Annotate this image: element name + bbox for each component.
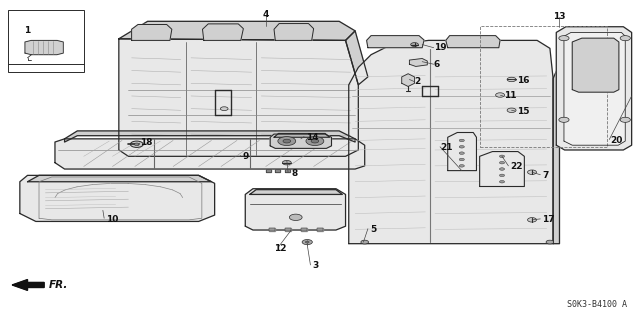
Polygon shape [446, 36, 500, 48]
Circle shape [283, 139, 291, 143]
Polygon shape [119, 21, 355, 41]
Circle shape [546, 240, 554, 244]
Text: 1: 1 [24, 26, 31, 35]
Text: 7: 7 [542, 171, 548, 180]
Circle shape [507, 108, 516, 113]
Text: 3: 3 [312, 261, 319, 271]
Text: 19: 19 [434, 43, 446, 52]
Polygon shape [349, 41, 553, 244]
Polygon shape [269, 228, 275, 231]
Circle shape [289, 214, 302, 220]
Polygon shape [245, 189, 346, 230]
Polygon shape [553, 64, 559, 244]
Circle shape [134, 143, 140, 145]
Polygon shape [274, 133, 330, 137]
Circle shape [411, 43, 419, 47]
Text: 10: 10 [106, 215, 118, 224]
Text: 15: 15 [516, 108, 529, 116]
Circle shape [620, 117, 630, 122]
Polygon shape [285, 169, 290, 172]
Circle shape [527, 170, 536, 174]
Polygon shape [275, 169, 280, 172]
Polygon shape [55, 139, 365, 169]
Polygon shape [285, 228, 291, 231]
Text: 18: 18 [140, 137, 152, 146]
Polygon shape [564, 33, 625, 145]
Circle shape [361, 240, 369, 244]
Polygon shape [572, 38, 619, 92]
Text: 14: 14 [306, 133, 319, 142]
Text: 17: 17 [542, 215, 555, 224]
Polygon shape [556, 27, 632, 150]
Polygon shape [274, 24, 314, 41]
Text: 12: 12 [274, 244, 287, 253]
Text: 5: 5 [370, 225, 376, 234]
Circle shape [460, 145, 465, 148]
Polygon shape [367, 36, 424, 48]
Polygon shape [270, 134, 332, 148]
Bar [479, 26, 607, 147]
Text: S0K3-B4100 A: S0K3-B4100 A [566, 300, 627, 309]
Text: 20: 20 [611, 136, 623, 145]
Circle shape [282, 160, 291, 165]
Polygon shape [317, 228, 323, 231]
Text: 21: 21 [440, 143, 452, 152]
Circle shape [527, 218, 536, 222]
Text: FR.: FR. [49, 280, 68, 290]
Polygon shape [410, 58, 428, 66]
Polygon shape [250, 190, 342, 195]
Circle shape [559, 36, 569, 41]
Circle shape [495, 93, 504, 97]
Polygon shape [301, 228, 307, 231]
Bar [8, 10, 84, 72]
Polygon shape [20, 175, 214, 221]
Circle shape [460, 165, 465, 167]
Circle shape [220, 107, 228, 111]
Polygon shape [28, 175, 211, 182]
Circle shape [131, 141, 143, 147]
Text: 8: 8 [291, 169, 298, 178]
Text: 16: 16 [516, 76, 529, 85]
Circle shape [499, 181, 504, 183]
Polygon shape [266, 169, 271, 172]
Circle shape [499, 174, 504, 177]
Polygon shape [202, 24, 243, 41]
Circle shape [460, 152, 465, 154]
Circle shape [302, 240, 312, 245]
Polygon shape [12, 279, 44, 290]
Circle shape [620, 36, 630, 41]
Circle shape [460, 158, 465, 161]
Circle shape [499, 155, 504, 158]
Text: 6: 6 [434, 60, 440, 69]
Circle shape [460, 139, 465, 142]
Circle shape [278, 137, 296, 145]
Text: 2: 2 [415, 77, 420, 86]
Polygon shape [65, 131, 355, 142]
Text: 11: 11 [504, 92, 516, 100]
Polygon shape [346, 31, 368, 85]
Polygon shape [479, 152, 524, 187]
Polygon shape [25, 41, 63, 55]
Circle shape [311, 139, 319, 143]
Text: 22: 22 [510, 162, 523, 171]
Polygon shape [132, 25, 172, 41]
Circle shape [499, 168, 504, 170]
Circle shape [306, 137, 324, 145]
Circle shape [559, 117, 569, 122]
Text: 13: 13 [553, 12, 566, 21]
Circle shape [499, 161, 504, 164]
Circle shape [305, 241, 309, 243]
Circle shape [507, 77, 516, 82]
Text: 9: 9 [242, 152, 248, 161]
Text: 4: 4 [262, 10, 269, 19]
Polygon shape [448, 132, 476, 171]
Polygon shape [402, 74, 415, 86]
Polygon shape [119, 39, 358, 156]
